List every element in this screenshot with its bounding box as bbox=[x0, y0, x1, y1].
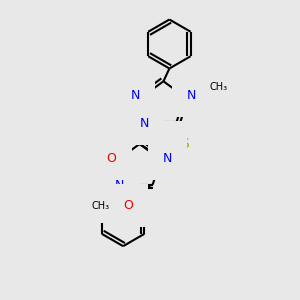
Text: S: S bbox=[180, 137, 188, 151]
Text: N: N bbox=[115, 179, 124, 192]
Text: N: N bbox=[187, 89, 196, 102]
Text: N: N bbox=[131, 89, 140, 102]
Text: CH₃: CH₃ bbox=[209, 82, 228, 92]
Text: O: O bbox=[123, 199, 133, 212]
Text: N: N bbox=[163, 152, 172, 165]
Text: O: O bbox=[107, 152, 117, 165]
Text: N: N bbox=[140, 116, 149, 130]
Text: CH₃: CH₃ bbox=[92, 201, 110, 211]
